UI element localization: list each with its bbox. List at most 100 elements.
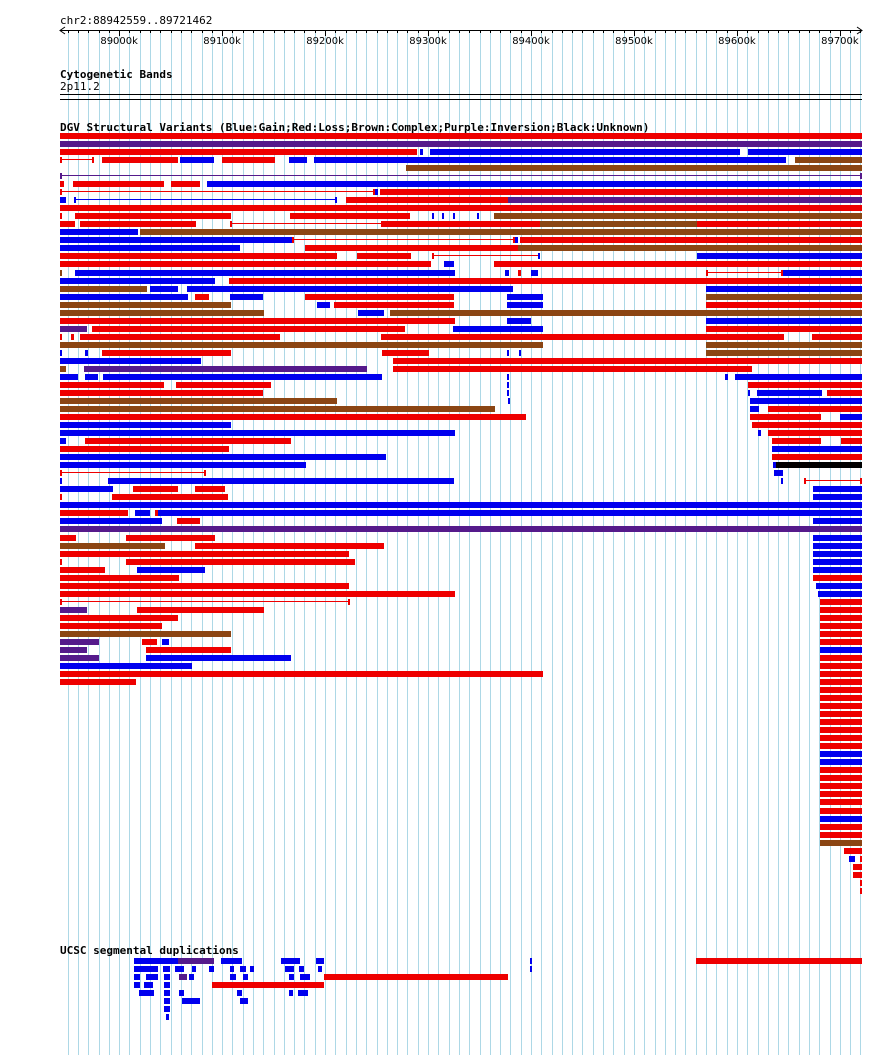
dgv-variant-loss[interactable] [60, 494, 62, 500]
dgv-variant-complex[interactable] [406, 165, 862, 171]
dgv-variant-loss[interactable] [820, 695, 862, 701]
dgv-variant-gain[interactable] [60, 229, 138, 235]
dgv-variant-loss[interactable] [820, 599, 862, 605]
dgv-variant-loss[interactable] [60, 318, 455, 324]
segdup-feature[interactable] [164, 990, 170, 996]
dgv-variant-loss[interactable] [222, 157, 275, 163]
dgv-variant-gain[interactable] [725, 374, 728, 380]
segdup-feature[interactable] [298, 990, 308, 996]
dgv-variant-loss[interactable] [133, 486, 178, 492]
dgv-variant-loss[interactable] [518, 270, 521, 276]
dgv-variant-loss[interactable] [126, 559, 355, 565]
dgv-variant-loss[interactable] [820, 607, 862, 613]
dgv-variant-loss[interactable] [706, 326, 862, 332]
dgv-variant-complex[interactable] [706, 342, 862, 348]
dgv-variant-gain[interactable] [706, 318, 862, 324]
segdup-feature[interactable] [289, 974, 294, 980]
dgv-variant-gain[interactable] [507, 350, 509, 356]
dgv-variant-loss[interactable] [177, 518, 200, 524]
segdup-feature[interactable] [299, 966, 304, 972]
dgv-variant-complex[interactable] [60, 270, 62, 276]
dgv-variant-loss[interactable] [195, 486, 225, 492]
dgv-variant-inversion[interactable] [60, 326, 87, 332]
dgv-variant-gain[interactable] [75, 270, 455, 276]
dgv-variant-loss[interactable] [102, 157, 178, 163]
segdup-feature[interactable] [175, 966, 184, 972]
dgv-variant-gain[interactable] [507, 382, 509, 388]
dgv-variant-loss[interactable] [75, 213, 231, 219]
dgv-variant-loss[interactable] [820, 832, 862, 838]
dgv-variant-gain[interactable] [507, 390, 509, 396]
dgv-variant-gain[interactable] [758, 430, 761, 436]
dgv-variant-gain[interactable] [60, 478, 62, 484]
dgv-variant-gain[interactable] [108, 478, 454, 484]
dgv-variant-gain[interactable] [735, 374, 862, 380]
dgv-variant-gain[interactable] [420, 149, 423, 155]
dgv-variant-loss[interactable] [772, 438, 821, 444]
dgv-variant-gain[interactable] [773, 462, 776, 468]
segdup-feature[interactable] [164, 1006, 170, 1012]
segdup-feature[interactable] [134, 982, 140, 988]
dgv-variant-loss[interactable] [92, 326, 405, 332]
dgv-variant-gain[interactable] [158, 510, 862, 516]
dgv-variant-loss[interactable] [60, 390, 263, 396]
dgv-variant-loss[interactable] [382, 350, 429, 356]
dgv-variant-gain[interactable] [60, 422, 231, 428]
dgv-variant-loss[interactable] [60, 205, 862, 211]
segdup-feature[interactable] [530, 966, 532, 972]
dgv-variant-inversion[interactable] [84, 366, 367, 372]
dgv-variant-loss[interactable] [60, 575, 179, 581]
dgv-variant-loss[interactable] [820, 711, 862, 717]
dgv-variant-gain[interactable] [135, 510, 150, 516]
dgv-variant-loss[interactable] [844, 848, 862, 854]
dgv-variant-loss[interactable] [697, 221, 862, 227]
dgv-variant-loss[interactable] [155, 510, 158, 516]
segdup-feature[interactable] [164, 998, 170, 1004]
dgv-variant-gain[interactable] [230, 294, 263, 300]
dgv-variant-complex[interactable] [540, 221, 697, 227]
dgv-variant-inversion[interactable] [60, 647, 87, 653]
dgv-variant-gain[interactable] [430, 149, 740, 155]
segdup-feature[interactable] [144, 982, 153, 988]
dgv-variant-loss[interactable] [60, 559, 62, 565]
dgv-variant-loss[interactable] [60, 679, 136, 685]
dgv-variant-loss[interactable] [820, 767, 862, 773]
segdup-feature[interactable] [134, 958, 160, 964]
dgv-variant-gain[interactable] [507, 302, 543, 308]
dgv-variant-loss[interactable] [60, 583, 349, 589]
dgv-variant-loss[interactable] [768, 406, 862, 412]
dgv-variant-gain[interactable] [816, 583, 862, 589]
dgv-variant-gain[interactable] [60, 462, 306, 468]
dgv-variant-loss[interactable] [146, 647, 231, 653]
dgv-variant-complex[interactable] [706, 350, 862, 356]
dgv-variant-loss[interactable] [820, 727, 862, 733]
segdup-feature[interactable] [289, 990, 293, 996]
dgv-variant-loss[interactable] [820, 824, 862, 830]
dgv-variant-loss[interactable] [820, 687, 862, 693]
dgv-variant-gain[interactable] [162, 639, 169, 645]
dgv-variant-loss[interactable] [432, 255, 540, 256]
dgv-features[interactable] [60, 133, 862, 894]
dgv-variant-inversion[interactable] [60, 175, 862, 176]
dgv-variant-gain[interactable] [289, 157, 307, 163]
dgv-variant-complex[interactable] [390, 310, 862, 316]
dgv-variant-loss[interactable] [60, 334, 62, 340]
segdup-feature[interactable] [281, 958, 300, 964]
dgv-variant-gain[interactable] [748, 149, 862, 155]
segdup-feature[interactable] [134, 966, 158, 972]
dgv-variant-gain[interactable] [813, 543, 862, 549]
dgv-variant-loss[interactable] [176, 382, 271, 388]
dgv-variant-loss[interactable] [820, 791, 862, 797]
dgv-variant-gain[interactable] [317, 302, 330, 308]
dgv-variant-loss[interactable] [853, 864, 862, 870]
dgv-variant-gain[interactable] [180, 157, 214, 163]
dgv-variant-complex[interactable] [518, 245, 862, 251]
dgv-variant-loss[interactable] [768, 430, 862, 436]
dgv-variant-gain[interactable] [477, 213, 479, 219]
dgv-variant-loss[interactable] [853, 872, 862, 878]
dgv-variant-loss[interactable] [85, 438, 291, 444]
segdup-feature[interactable] [179, 990, 184, 996]
dgv-variant-loss[interactable] [772, 454, 862, 460]
dgv-variant-loss[interactable] [102, 350, 231, 356]
dgv-variant-loss[interactable] [748, 382, 862, 388]
